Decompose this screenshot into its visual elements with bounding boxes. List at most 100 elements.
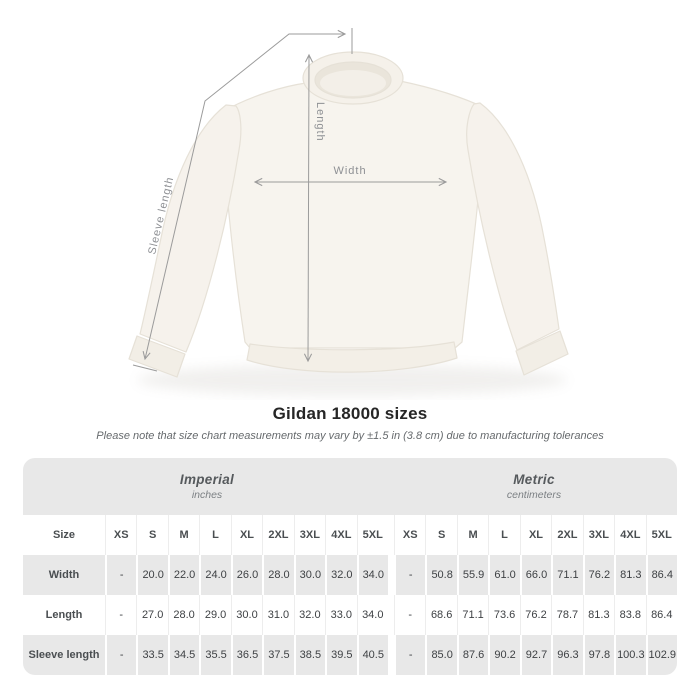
imperial-value-8: 34.0 <box>356 595 388 635</box>
size-header-metric-l: L <box>488 515 520 555</box>
sleeve-measure-line <box>142 29 347 361</box>
imperial-value-2: 22.0 <box>167 555 200 595</box>
imperial-value-8: 40.5 <box>356 635 388 675</box>
imperial-value-5: 28.0 <box>262 555 294 595</box>
sleeve-end-tick <box>132 364 158 372</box>
imperial-value-4: 26.0 <box>230 555 263 595</box>
shirt-right-cuff <box>515 330 569 376</box>
metric-value-6: 81.3 <box>582 595 615 635</box>
metric-value-8: 86.4 <box>645 555 677 595</box>
size-column-header: Size <box>23 515 105 555</box>
metric-value-4: 92.7 <box>519 635 552 675</box>
measurement-annotations <box>132 28 448 372</box>
metric-value-1: 50.8 <box>425 555 457 595</box>
metric-value-0: - <box>394 595 426 635</box>
metric-value-8: 102.9 <box>645 635 677 675</box>
metric-value-3: 73.6 <box>488 595 520 635</box>
imperial-value-4: 36.5 <box>230 635 263 675</box>
section-gap <box>388 635 394 675</box>
imperial-sublabel: inches <box>191 489 223 501</box>
size-header-metric-xl: XL <box>519 515 552 555</box>
metric-value-3: 61.0 <box>488 555 520 595</box>
section-gap <box>388 595 394 635</box>
imperial-value-4: 30.0 <box>230 595 263 635</box>
imperial-value-3: 35.5 <box>199 635 231 675</box>
size-header-metric-4xl: 4XL <box>614 515 646 555</box>
imperial-value-1: 27.0 <box>136 595 168 635</box>
tolerance-note: Please note that size chart measurements… <box>96 430 604 442</box>
table-row: Sleeve length -33.5 34.5 35.5 36.5 37.5 38.5 39… <box>23 635 677 675</box>
imperial-value-0: - <box>105 595 137 635</box>
size-header-imperial-3xl: 3XL <box>293 515 326 555</box>
metric-value-7: 81.3 <box>614 555 646 595</box>
table-row: Width -20.0 22.0 24.0 26.0 28.0 30.0 32.0 34.0-5… <box>23 555 677 595</box>
size-header-imperial-2xl: 2XL <box>262 515 294 555</box>
shirt-right-sleeve <box>466 102 560 351</box>
metric-value-0: - <box>394 555 426 595</box>
metric-value-5: 96.3 <box>551 635 583 675</box>
sweatshirt-photo <box>128 51 569 378</box>
shirt-collar-back <box>320 70 386 96</box>
metric-value-2: 55.9 <box>456 555 489 595</box>
imperial-value-0: - <box>105 555 137 595</box>
imperial-label: Imperial <box>179 472 235 487</box>
metric-value-2: 71.1 <box>456 595 489 635</box>
metric-value-6: 76.2 <box>582 555 615 595</box>
size-header-metric-m: M <box>456 515 489 555</box>
imperial-value-7: 32.0 <box>325 555 357 595</box>
metric-value-7: 83.8 <box>614 595 646 635</box>
size-header-imperial-l: L <box>199 515 231 555</box>
imperial-value-7: 33.0 <box>325 595 357 635</box>
size-table: Imperial inches Metric centimeters Size X… <box>23 458 677 675</box>
section-gap <box>388 515 394 555</box>
size-header-row: Size XS S M L XL 2XL 3XL 4XL 5XL XS S M L XL 2XL 3XL 4XL 5… <box>23 515 677 555</box>
imperial-value-7: 39.5 <box>325 635 357 675</box>
length-measure-label: Length <box>314 102 326 142</box>
imperial-header: Imperial inches <box>23 458 391 515</box>
metric-value-3: 90.2 <box>488 635 520 675</box>
imperial-value-5: 31.0 <box>262 595 294 635</box>
metric-value-2: 87.6 <box>456 635 489 675</box>
table-row: Length -27.0 28.0 29.0 30.0 31.0 32.0 33.0 34.0-… <box>23 595 677 635</box>
metric-value-4: 66.0 <box>519 555 552 595</box>
unit-header-row: Imperial inches Metric centimeters <box>23 458 677 515</box>
shirt-shadow <box>137 364 567 396</box>
metric-value-4: 76.2 <box>519 595 552 635</box>
size-header-imperial-s: S <box>136 515 168 555</box>
row-label: Width <box>23 555 105 595</box>
size-header-metric-3xl: 3XL <box>582 515 615 555</box>
metric-sublabel: centimeters <box>506 489 562 501</box>
imperial-value-2: 28.0 <box>167 595 200 635</box>
metric-header: Metric centimeters <box>391 458 677 515</box>
imperial-value-3: 29.0 <box>199 595 231 635</box>
metric-value-0: - <box>394 635 426 675</box>
size-table-rows: Size XS S M L XL 2XL 3XL 4XL 5XL XS S M L XL 2XL 3XL 4XL 5… <box>23 515 677 675</box>
shirt-body <box>221 80 486 349</box>
product-photo-area: Length Width Sleeve length <box>128 28 569 396</box>
sweatshirt-diagram: Length Width Sleeve length <box>128 28 569 396</box>
metric-value-7: 100.3 <box>614 635 646 675</box>
imperial-value-6: 32.0 <box>293 595 326 635</box>
size-header-metric-xs: XS <box>394 515 426 555</box>
size-header-imperial-4xl: 4XL <box>325 515 357 555</box>
imperial-value-2: 34.5 <box>167 635 200 675</box>
metric-value-5: 71.1 <box>551 555 583 595</box>
metric-value-1: 85.0 <box>425 635 457 675</box>
size-header-metric-s: S <box>425 515 457 555</box>
size-header-imperial-m: M <box>167 515 200 555</box>
size-header-metric-2xl: 2XL <box>551 515 583 555</box>
section-gap <box>388 555 394 595</box>
imperial-value-3: 24.0 <box>199 555 231 595</box>
width-measure-label: Width <box>333 165 366 177</box>
size-header-imperial-xl: XL <box>230 515 263 555</box>
metric-value-8: 86.4 <box>645 595 677 635</box>
page-title: Gildan 18000 sizes <box>272 404 428 423</box>
imperial-value-6: 30.0 <box>293 555 326 595</box>
size-header-imperial-5xl: 5XL <box>356 515 388 555</box>
metric-value-1: 68.6 <box>425 595 457 635</box>
imperial-value-8: 34.0 <box>356 555 388 595</box>
row-label: Length <box>23 595 105 635</box>
metric-value-5: 78.7 <box>551 595 583 635</box>
imperial-value-1: 33.5 <box>136 635 168 675</box>
